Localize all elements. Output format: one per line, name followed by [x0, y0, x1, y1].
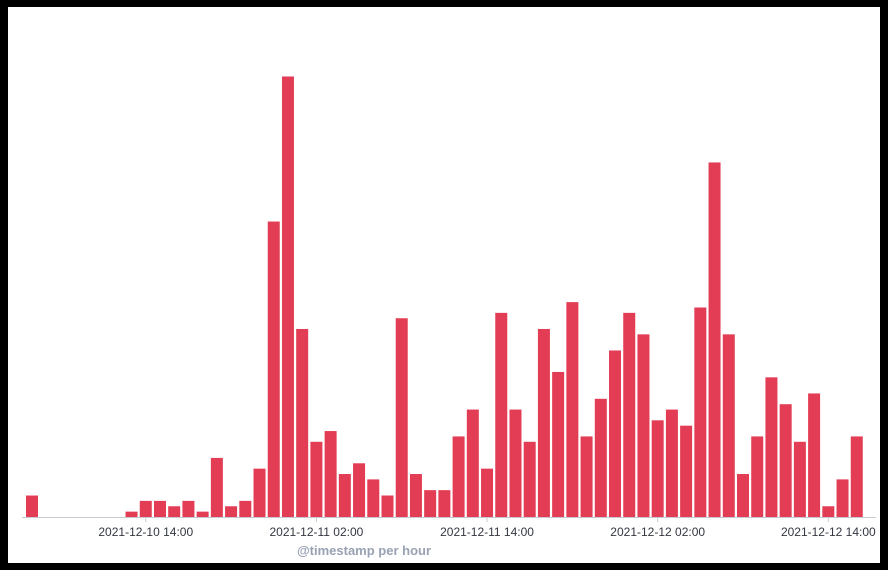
- x-tick-label: 2021-12-11 14:00: [440, 525, 534, 539]
- bar[interactable]: [267, 221, 280, 517]
- bar[interactable]: [153, 500, 166, 517]
- bar[interactable]: [580, 436, 593, 517]
- x-tick-label: 2021-12-10 14:00: [98, 525, 193, 539]
- bar[interactable]: [466, 409, 479, 517]
- bar[interactable]: [609, 350, 622, 517]
- bar[interactable]: [381, 495, 394, 517]
- bar[interactable]: [751, 436, 764, 517]
- bar[interactable]: [481, 468, 494, 517]
- bar[interactable]: [253, 468, 266, 517]
- bar-series: [26, 76, 863, 518]
- bar[interactable]: [566, 302, 579, 517]
- bar[interactable]: [239, 500, 252, 517]
- bar[interactable]: [438, 490, 451, 517]
- bar[interactable]: [623, 312, 636, 517]
- x-tick-label: 2021-12-12 02:00: [610, 525, 705, 539]
- x-axis-title: @timestamp per hour: [297, 543, 431, 558]
- bar[interactable]: [822, 506, 835, 517]
- bar[interactable]: [281, 76, 294, 518]
- bar[interactable]: [552, 371, 565, 517]
- bar[interactable]: [324, 431, 337, 517]
- bar[interactable]: [509, 409, 522, 517]
- bar[interactable]: [537, 328, 550, 517]
- bar[interactable]: [210, 457, 223, 517]
- bar[interactable]: [353, 463, 366, 517]
- bar[interactable]: [452, 436, 465, 517]
- bar[interactable]: [808, 393, 821, 517]
- bar[interactable]: [737, 474, 749, 517]
- bar[interactable]: [424, 490, 437, 517]
- x-tick-label: 2021-12-12 14:00: [781, 525, 876, 539]
- bar[interactable]: [310, 441, 323, 517]
- bar[interactable]: [722, 334, 735, 517]
- bar[interactable]: [196, 511, 209, 517]
- bar[interactable]: [680, 425, 693, 517]
- bar[interactable]: [523, 441, 536, 517]
- bar[interactable]: [367, 479, 380, 517]
- bar[interactable]: [836, 479, 849, 517]
- bar[interactable]: [225, 506, 238, 517]
- bar[interactable]: [139, 500, 152, 517]
- bar[interactable]: [651, 420, 664, 517]
- bar[interactable]: [182, 500, 195, 517]
- bar[interactable]: [708, 162, 721, 517]
- bar-chart: 2021-12-10 14:00 2021-12-11 02:00 2021-12-…: [22, 76, 876, 558]
- bar[interactable]: [338, 474, 351, 517]
- bar[interactable]: [409, 474, 422, 517]
- bar[interactable]: [765, 377, 778, 517]
- chart-panel: 2021-12-10 14:00 2021-12-11 02:00 2021-12-…: [8, 7, 880, 563]
- bar[interactable]: [296, 328, 309, 517]
- bar[interactable]: [694, 307, 707, 517]
- bar[interactable]: [793, 441, 806, 517]
- bar[interactable]: [395, 318, 408, 517]
- x-axis-ticks: 2021-12-10 14:00 2021-12-11 02:00 2021-12-…: [98, 517, 876, 539]
- bar[interactable]: [594, 398, 607, 517]
- x-tick-label: 2021-12-11 02:00: [269, 525, 363, 539]
- bar[interactable]: [637, 334, 650, 517]
- bar[interactable]: [779, 404, 792, 517]
- bar[interactable]: [495, 312, 508, 517]
- bar[interactable]: [665, 409, 678, 517]
- bar[interactable]: [850, 436, 863, 517]
- bar[interactable]: [168, 506, 181, 517]
- bar[interactable]: [125, 511, 138, 517]
- bar[interactable]: [26, 495, 38, 517]
